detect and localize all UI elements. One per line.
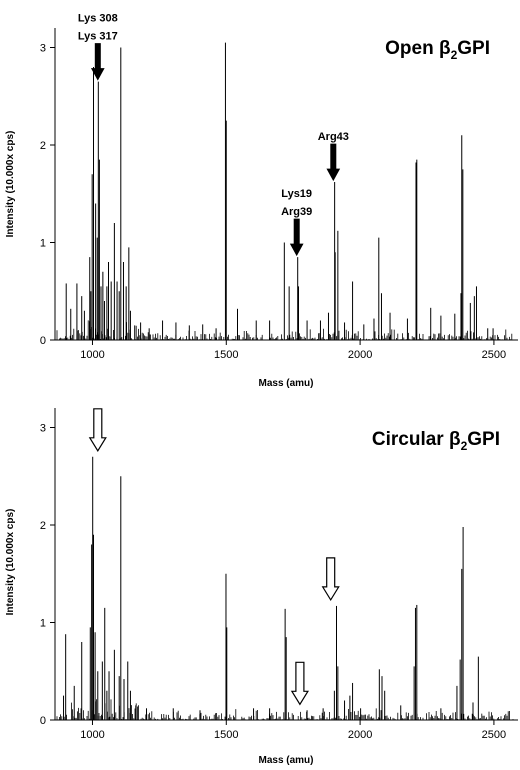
axis-ticks: 1000 1500 2000 2500 0 1 2 3 (40, 423, 506, 742)
x-tick-label: 2000 (348, 349, 372, 361)
y-tick-label: 3 (40, 423, 46, 435)
annotation-label: Lys 317 (78, 31, 118, 43)
y-tick-label: 2 (40, 140, 46, 152)
x-tick-label: 1000 (80, 729, 104, 741)
annotation-label: Arg43 (318, 131, 349, 143)
annotation-label: Lys 308 (78, 13, 118, 25)
x-tick-label: 1500 (214, 349, 238, 361)
x-tick-label: 2500 (482, 729, 506, 741)
annotation-arrow-icon (290, 661, 309, 706)
x-axis-label: Mass (amu) (258, 755, 313, 766)
y-tick-label: 3 (40, 43, 46, 55)
y-tick-label: 0 (40, 715, 46, 727)
peak-series (56, 42, 514, 340)
annotation-arrow-icon (289, 218, 304, 257)
x-tick-label: 1500 (214, 729, 238, 741)
x-tick-label: 2500 (482, 349, 506, 361)
annotation-group: Lys 308 Lys 317 Lys19 Arg39 Arg43 (78, 13, 349, 257)
x-tick-label: 2000 (348, 729, 372, 741)
y-tick-label: 2 (40, 520, 46, 532)
y-tick-label: 0 (40, 335, 46, 347)
annotation-arrow-icon (90, 43, 105, 81)
y-axis-label: Intensity (10.000x cps) (5, 131, 16, 238)
axis-ticks: 1000 1500 2000 2500 0 1 2 3 (40, 43, 506, 362)
y-tick-label: 1 (40, 618, 46, 630)
y-axis-label: Intensity (10.000x cps) (5, 509, 16, 616)
annotation-arrow-icon (88, 408, 107, 452)
y-tick-label: 1 (40, 238, 46, 250)
annotation-label: Arg39 (281, 206, 312, 218)
peak-series (56, 456, 514, 720)
x-tick-label: 1000 (80, 349, 104, 361)
annotation-arrow-icon (326, 143, 341, 182)
circular-b2gpi-panel: 1000 1500 2000 2500 0 1 2 3 Circular β2GPI Mass… (5, 408, 518, 766)
annotation-arrow-icon (321, 557, 340, 602)
chart-title: Circular β2GPI (372, 429, 500, 453)
x-axis-label: Mass (amu) (258, 378, 313, 389)
annotation-group (88, 408, 340, 706)
annotation-label: Lys19 (281, 188, 312, 200)
chart-title: Open β2GPI (385, 38, 490, 62)
baseline-noise (56, 320, 514, 340)
